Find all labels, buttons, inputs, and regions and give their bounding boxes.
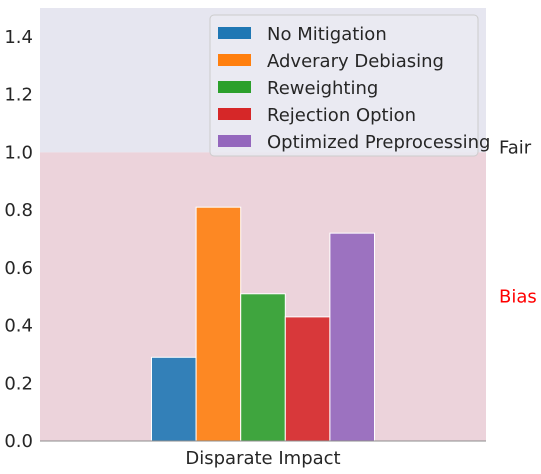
y-tick-label: 0.4 bbox=[4, 316, 33, 337]
fair-region-label: Fair bbox=[499, 137, 532, 158]
legend-label: No Mitigation bbox=[267, 24, 387, 45]
legend-label: Adverary Debiasing bbox=[267, 51, 444, 72]
bar-reweighting bbox=[240, 293, 286, 442]
legend-swatch bbox=[218, 81, 251, 93]
y-axis-ticks: 0.0 0.2 0.4 0.6 0.8 1.0 1.2 1.4 bbox=[4, 27, 33, 452]
legend-swatch bbox=[218, 135, 251, 147]
legend-swatch bbox=[218, 108, 251, 120]
y-tick-label: 1.2 bbox=[4, 85, 33, 106]
x-tick-label: Disparate Impact bbox=[185, 448, 340, 469]
y-tick-label: 0.6 bbox=[4, 258, 33, 279]
y-tick-label: 0.2 bbox=[4, 373, 33, 394]
bar-group bbox=[151, 206, 375, 442]
y-tick-label: 0.8 bbox=[4, 200, 33, 221]
y-tick-label: 1.4 bbox=[4, 27, 33, 48]
y-tick-label: 1.0 bbox=[4, 142, 33, 163]
legend-label: Optimized Preprocessing bbox=[267, 132, 490, 153]
legend-swatch bbox=[218, 54, 251, 66]
bar-rejection-option bbox=[284, 316, 331, 442]
legend-label: Reweighting bbox=[267, 78, 378, 99]
bias-region-label: Bias bbox=[499, 287, 537, 308]
bar-adverary-debiasing bbox=[195, 206, 242, 442]
bar-no-mitigation bbox=[151, 356, 197, 442]
legend-swatch bbox=[218, 27, 251, 39]
bar-optimized-preprocessing bbox=[329, 232, 375, 442]
legend: No Mitigation Adverary Debiasing Reweighti… bbox=[209, 14, 490, 157]
legend-label: Rejection Option bbox=[267, 105, 416, 126]
y-tick-label: 0.0 bbox=[4, 431, 33, 452]
legend-box bbox=[209, 14, 479, 157]
